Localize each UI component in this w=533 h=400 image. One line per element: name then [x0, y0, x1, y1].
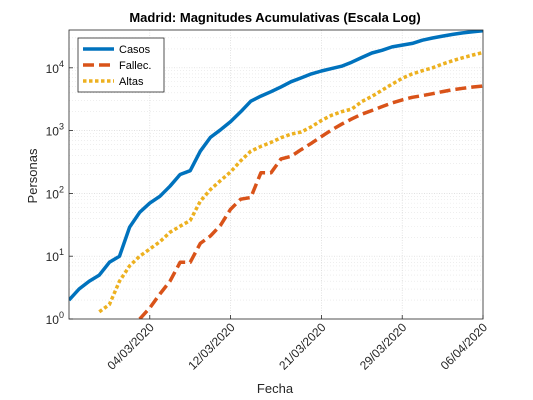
axes-box [68, 29, 484, 320]
y-tick-label: 101 [46, 247, 64, 264]
x-tick-label: 21/03/2020 [276, 320, 329, 373]
plot-frame [68, 29, 484, 320]
y-tick-label: 104 [46, 59, 64, 76]
x-tick-label: 06/04/2020 [438, 320, 491, 373]
y-axis: 100 101 102 103 104 [46, 59, 73, 327]
y-tick-label: 100 [46, 310, 64, 327]
x-axis-label: Fecha [257, 381, 294, 396]
series-line-fallec [138, 84, 483, 319]
legend-label: Casos [119, 44, 151, 56]
x-tick-label: 29/03/2020 [357, 320, 410, 373]
x-axis: 04/03/2020 12/03/2020 21/03/2020 29/03/2020… [105, 315, 491, 373]
x-tick-label: 12/03/2020 [185, 320, 238, 373]
y-tick-label: 102 [46, 184, 64, 201]
chart-title: Madrid: Magnitudes Acumulativas (Escala … [129, 10, 420, 25]
legend: Casos Fallec. Altas [77, 37, 165, 93]
x-tick-label: 04/03/2020 [105, 320, 158, 373]
y-axis-label: Personas [25, 148, 40, 203]
series-layer [69, 30, 483, 319]
y-tick-label: 103 [46, 122, 64, 139]
legend-label: Fallec. [119, 60, 151, 72]
legend-label: Altas [119, 76, 144, 88]
series-line-casos [69, 30, 483, 302]
